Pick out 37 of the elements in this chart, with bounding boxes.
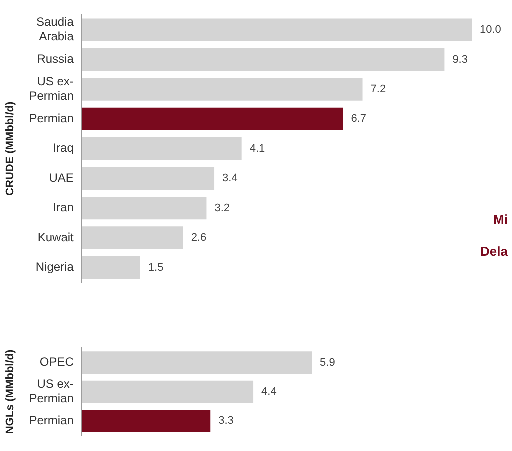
text: Mi — [494, 212, 508, 227]
y-tick-label: UAE — [49, 170, 74, 185]
data-label: 5.9 — [320, 356, 336, 369]
bar — [82, 48, 445, 72]
y-tick-label: Iraq — [53, 141, 74, 156]
y-tick-label: Russia — [37, 52, 74, 66]
bar — [82, 256, 140, 280]
data-label: 9.3 — [452, 54, 468, 66]
y-tick-label: Kuwait — [38, 230, 75, 244]
bar — [82, 138, 242, 160]
bar — [82, 108, 344, 131]
y-tick-label: Permian — [29, 414, 74, 428]
y-tick-label: Iran — [53, 200, 74, 215]
data-label: 6.7 — [351, 113, 367, 126]
data-label: 4.4 — [262, 386, 277, 398]
y-tick-label: OPEC — [40, 355, 74, 370]
data-label: 7.2 — [370, 84, 386, 96]
bar — [82, 226, 184, 250]
data-label: 1.5 — [148, 262, 164, 274]
data-label: 2.6 — [191, 232, 207, 244]
data-label: 10.0 — [480, 24, 502, 36]
bar — [82, 196, 207, 220]
y-axis-title: CRUDE (MMbbl/d) — [4, 102, 17, 196]
text: Dela — [480, 244, 508, 259]
y-tick-label: Saudia Arabia — [36, 15, 74, 44]
bar — [82, 78, 363, 101]
y-axis-title: NGLs (MMbbl/d) — [4, 350, 17, 434]
y-tick-label: Nigeria — [36, 260, 74, 274]
data-label: 4.1 — [250, 142, 266, 155]
data-label: 3.3 — [218, 415, 234, 428]
data-label: 3.4 — [222, 172, 238, 185]
y-tick-label: US ex-Permian — [29, 377, 74, 406]
y-tick-label: Permian — [29, 112, 74, 126]
y-tick-label: US ex-Permian — [29, 74, 74, 103]
data-label: 3.2 — [214, 202, 230, 214]
bar — [82, 18, 472, 42]
bar — [82, 167, 215, 190]
